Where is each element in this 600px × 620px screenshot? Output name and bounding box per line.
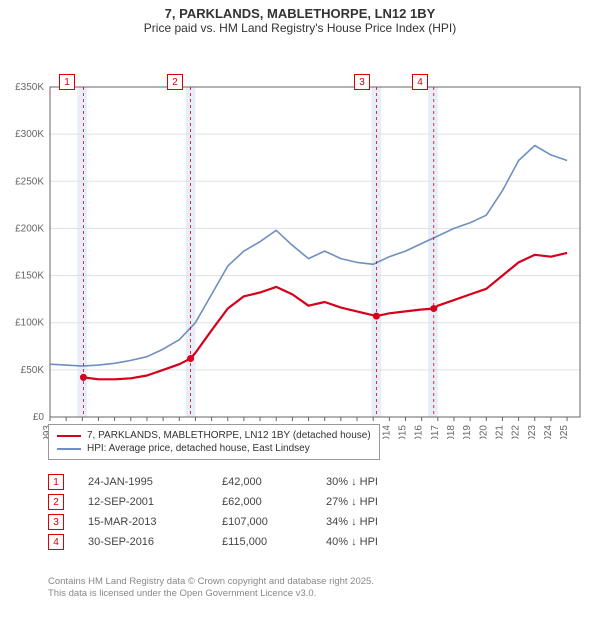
- footer-line2: This data is licensed under the Open Gov…: [48, 588, 374, 600]
- svg-text:£100K: £100K: [15, 318, 44, 329]
- legend: 7, PARKLANDS, MABLETHORPE, LN12 1BY (det…: [48, 424, 380, 460]
- sale-marker-3: 3: [354, 74, 370, 90]
- sale-number: 4: [48, 534, 64, 550]
- legend-swatch: [57, 435, 81, 437]
- table-row: 1 24-JAN-1995 £42,000 30% ↓ HPI: [48, 472, 416, 492]
- legend-label: HPI: Average price, detached house, East…: [87, 443, 310, 454]
- svg-text:£250K: £250K: [15, 176, 44, 187]
- sale-date: 30-SEP-2016: [88, 536, 198, 548]
- table-row: 3 15-MAR-2013 £107,000 34% ↓ HPI: [48, 512, 416, 532]
- svg-text:2024: 2024: [543, 425, 554, 439]
- svg-text:2022: 2022: [511, 425, 522, 439]
- sale-price: £115,000: [222, 536, 302, 548]
- svg-text:2023: 2023: [527, 425, 538, 439]
- sales-table: 1 24-JAN-1995 £42,000 30% ↓ HPI 2 12-SEP-2001…: [48, 472, 416, 552]
- svg-text:2014: 2014: [381, 425, 392, 439]
- svg-text:2015: 2015: [397, 425, 408, 439]
- svg-text:2019: 2019: [462, 425, 473, 439]
- legend-item: 7, PARKLANDS, MABLETHORPE, LN12 1BY (det…: [57, 429, 371, 442]
- svg-text:£200K: £200K: [15, 223, 44, 234]
- svg-text:2018: 2018: [446, 425, 457, 439]
- svg-text:£150K: £150K: [15, 271, 44, 282]
- sale-date: 15-MAR-2013: [88, 516, 198, 528]
- sale-number: 3: [48, 514, 64, 530]
- svg-text:£300K: £300K: [15, 129, 44, 140]
- sale-marker-1: 1: [59, 74, 75, 90]
- sale-hpi-diff: 40% ↓ HPI: [326, 536, 416, 548]
- price-chart: £0£50K£100K£150K£200K£250K£300K£350K1993…: [0, 39, 600, 439]
- sale-date: 24-JAN-1995: [88, 476, 198, 488]
- table-row: 2 12-SEP-2001 £62,000 27% ↓ HPI: [48, 492, 416, 512]
- table-row: 4 30-SEP-2016 £115,000 40% ↓ HPI: [48, 532, 416, 552]
- chart-subtitle: Price paid vs. HM Land Registry's House …: [0, 21, 600, 39]
- legend-label: 7, PARKLANDS, MABLETHORPE, LN12 1BY (det…: [87, 430, 371, 441]
- sale-price: £107,000: [222, 516, 302, 528]
- sale-hpi-diff: 27% ↓ HPI: [326, 496, 416, 508]
- sale-price: £62,000: [222, 496, 302, 508]
- chart-title: 7, PARKLANDS, MABLETHORPE, LN12 1BY: [0, 0, 600, 21]
- footer-attribution: Contains HM Land Registry data © Crown c…: [48, 576, 374, 601]
- svg-text:£350K: £350K: [15, 82, 44, 93]
- svg-text:2017: 2017: [430, 425, 441, 439]
- svg-text:2025: 2025: [559, 425, 570, 439]
- svg-text:£50K: £50K: [21, 365, 45, 376]
- sale-marker-4: 4: [412, 74, 428, 90]
- legend-item: HPI: Average price, detached house, East…: [57, 442, 371, 455]
- footer-line1: Contains HM Land Registry data © Crown c…: [48, 576, 374, 588]
- svg-text:2020: 2020: [478, 425, 489, 439]
- sale-date: 12-SEP-2001: [88, 496, 198, 508]
- sale-number: 1: [48, 474, 64, 490]
- svg-text:£0: £0: [33, 412, 45, 423]
- legend-swatch: [57, 448, 81, 450]
- svg-text:2021: 2021: [494, 425, 505, 439]
- sale-price: £42,000: [222, 476, 302, 488]
- sale-number: 2: [48, 494, 64, 510]
- sale-hpi-diff: 34% ↓ HPI: [326, 516, 416, 528]
- sale-marker-2: 2: [167, 74, 183, 90]
- svg-text:2016: 2016: [414, 425, 425, 439]
- sale-hpi-diff: 30% ↓ HPI: [326, 476, 416, 488]
